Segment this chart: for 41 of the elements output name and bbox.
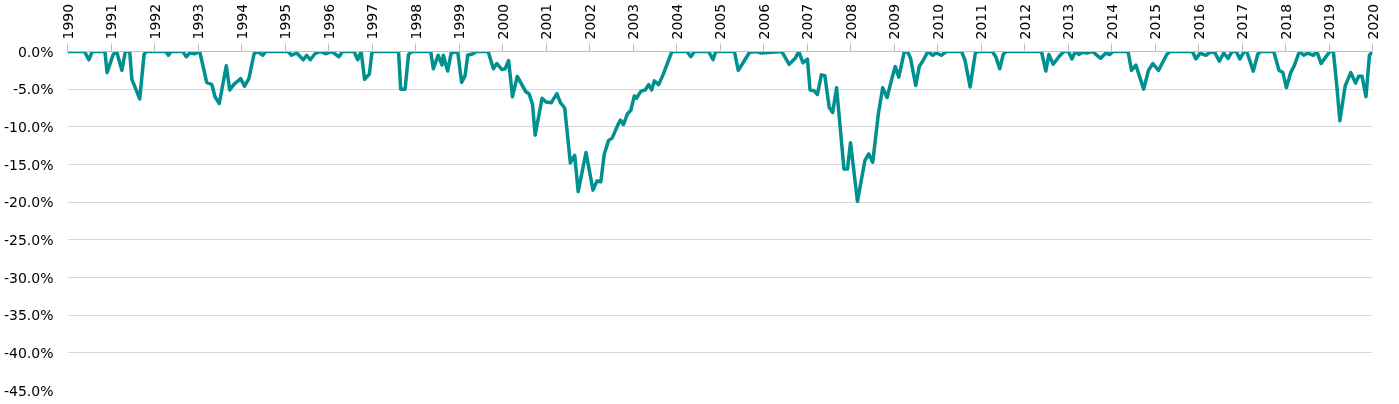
x-tick-label: 1999 [451,3,467,40]
x-tick-label: 1995 [277,3,293,40]
x-tick-label: 2004 [668,3,685,40]
x-tick-label: 2001 [538,3,554,40]
y-tick-label: -5.0% [12,81,54,98]
x-tick-label: 2013 [1060,3,1076,40]
x-tick-label: 2003 [625,3,641,40]
x-tick-label: 1993 [190,3,206,40]
x-tick-label: 2014 [1103,3,1120,40]
x-tick-label: 2008 [842,3,859,40]
y-tick-label: -40.0% [3,344,54,361]
x-tick-label: 2019 [1321,3,1337,40]
x-tick-label: 1994 [233,3,250,40]
x-tick-label: 1997 [364,3,380,40]
x-tick-label: 1990 [59,3,76,40]
x-tick-label: 2005 [712,3,728,40]
x-tick-label: 1998 [407,3,424,40]
x-tick-label: 1991 [103,3,119,40]
x-tick-label: 2015 [1147,3,1163,40]
x-tick-label: 2012 [1016,3,1033,40]
x-tick-label: 2006 [755,3,772,40]
y-tick-label: -15.0% [3,156,54,173]
x-tick-label: 2009 [886,3,902,40]
x-tick-label: 2016 [1190,3,1207,40]
x-tick-label: 2000 [494,3,511,40]
x-tick-label: 2010 [929,3,946,40]
y-tick-label: -35.0% [3,307,54,324]
y-tick-label: -45.0% [3,382,54,399]
x-tick-label: 2017 [1234,3,1250,40]
x-tick-label: 2002 [581,3,598,40]
x-tick-label: 2011 [973,3,989,40]
x-tick-label: 1992 [146,3,163,40]
x-tick-label: 2020 [1364,3,1381,40]
y-tick-label: -20.0% [3,194,54,211]
x-tick-label: 1996 [320,3,337,40]
y-tick-label: -25.0% [3,231,54,248]
y-tick-label: -10.0% [3,118,54,135]
x-tick-label: 2018 [1277,3,1294,40]
x-tick-label: 2007 [799,3,815,40]
y-tick-label: -30.0% [3,269,54,286]
y-tick-label: 0.0% [17,43,54,60]
